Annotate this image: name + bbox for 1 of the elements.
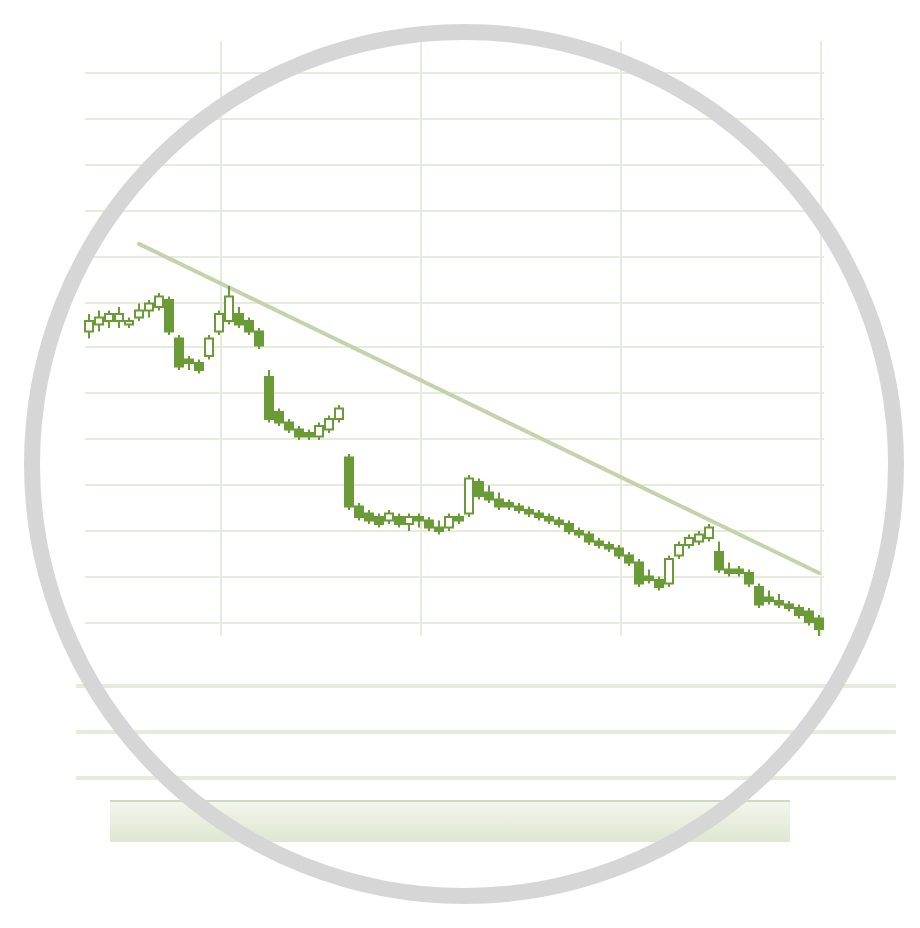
candlestick [204,333,214,361]
